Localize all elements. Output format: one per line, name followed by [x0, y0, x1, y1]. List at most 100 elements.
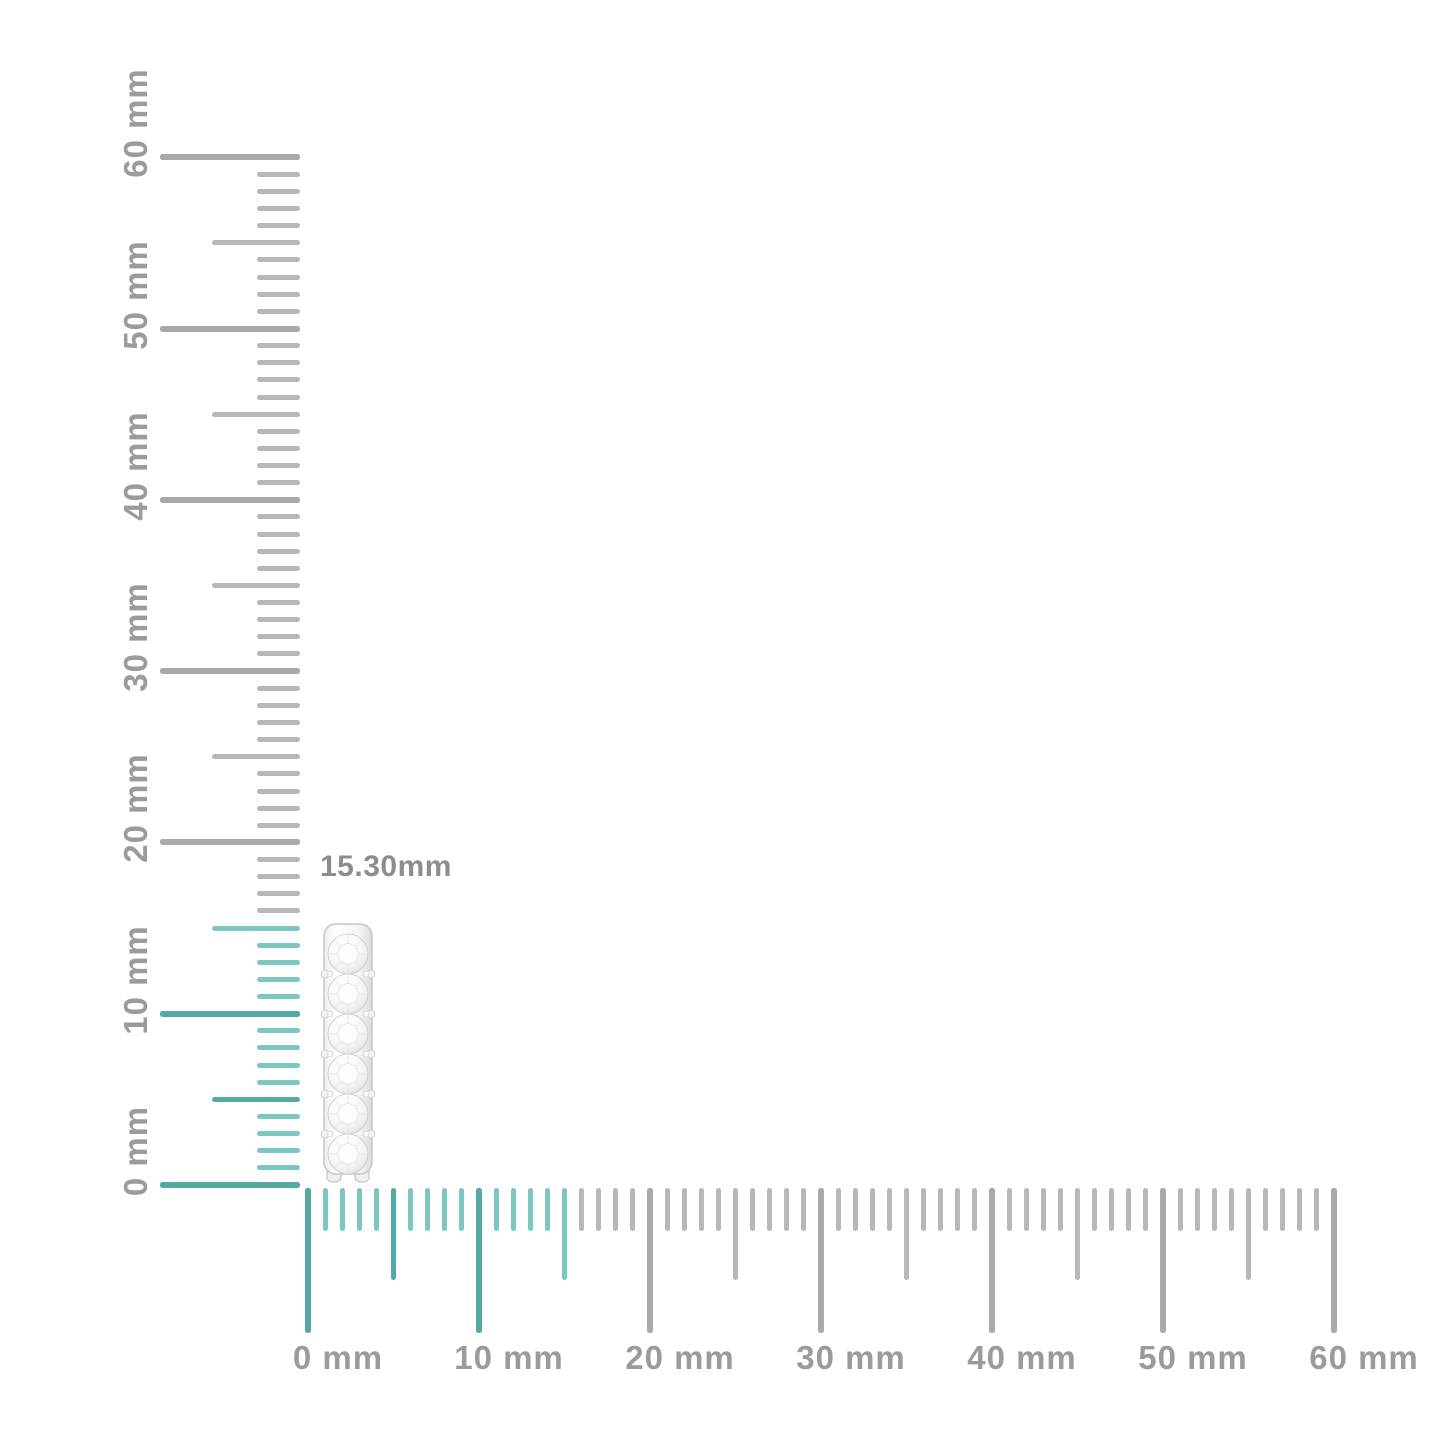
v-ruler-tick-60mm — [160, 154, 300, 161]
h-ruler-tick-55mm — [1246, 1188, 1251, 1280]
h-ruler-tick-60mm — [1331, 1188, 1337, 1333]
v-ruler-tick-9mm — [257, 1028, 300, 1034]
v-ruler-tick-51mm — [257, 308, 300, 314]
h-ruler-tick-57mm — [1280, 1188, 1286, 1231]
h-ruler-tick-36mm — [921, 1188, 927, 1231]
v-ruler-tick-0mm — [160, 1182, 300, 1188]
h-ruler-tick-12mm — [510, 1188, 516, 1231]
h-ruler-tick-54mm — [1228, 1188, 1234, 1231]
v-ruler-tick-57mm — [257, 206, 300, 212]
h-ruler-tick-27mm — [767, 1188, 773, 1231]
h-ruler-tick-52mm — [1194, 1188, 1200, 1231]
v-ruler-tick-19mm — [257, 857, 300, 863]
h-ruler-tick-18mm — [613, 1188, 619, 1231]
h-ruler-tick-51mm — [1177, 1188, 1183, 1231]
h-ruler-tick-58mm — [1297, 1188, 1303, 1231]
v-ruler-tick-30mm — [160, 668, 300, 675]
h-ruler-tick-24mm — [715, 1188, 721, 1231]
v-ruler-tick-25mm — [212, 754, 300, 760]
h-ruler-tick-35mm — [904, 1188, 909, 1280]
h-ruler-tick-43mm — [1040, 1188, 1046, 1231]
h-ruler-tick-48mm — [1126, 1188, 1132, 1231]
h-ruler-tick-17mm — [596, 1188, 602, 1231]
h-ruler-tick-22mm — [681, 1188, 687, 1231]
v-ruler-tick-41mm — [257, 480, 300, 486]
h-ruler-tick-38mm — [955, 1188, 961, 1231]
v-ruler-tick-17mm — [257, 891, 300, 897]
h-ruler-tick-4mm — [373, 1188, 379, 1231]
v-ruler-label-30mm: 30 mm — [117, 582, 154, 692]
h-ruler-tick-5mm — [391, 1188, 396, 1280]
h-ruler-tick-28mm — [784, 1188, 790, 1231]
v-ruler-tick-36mm — [257, 565, 300, 571]
h-ruler-label-30mm: 30 mm — [796, 1339, 906, 1376]
h-ruler-tick-41mm — [1006, 1188, 1012, 1231]
v-ruler-tick-14mm — [257, 942, 300, 948]
v-ruler-tick-26mm — [257, 737, 300, 743]
h-ruler-tick-59mm — [1314, 1188, 1320, 1231]
h-ruler-tick-53mm — [1211, 1188, 1217, 1231]
v-ruler-tick-4mm — [257, 1113, 300, 1119]
h-ruler-label-50mm: 50 mm — [1138, 1339, 1248, 1376]
v-ruler-tick-40mm — [160, 496, 300, 503]
h-ruler-tick-16mm — [579, 1188, 585, 1231]
h-ruler-tick-39mm — [972, 1188, 978, 1231]
v-ruler-tick-20mm — [160, 839, 300, 846]
v-ruler-tick-8mm — [257, 1045, 300, 1051]
v-ruler-tick-10mm — [160, 1010, 300, 1017]
v-ruler-tick-11mm — [257, 994, 300, 1000]
h-ruler-label-10mm: 10 mm — [454, 1339, 564, 1376]
v-ruler-tick-52mm — [257, 291, 300, 297]
h-ruler-tick-23mm — [698, 1188, 704, 1231]
v-ruler-tick-46mm — [257, 394, 300, 400]
v-ruler-tick-21mm — [257, 822, 300, 828]
v-ruler-tick-31mm — [257, 651, 300, 657]
h-ruler-label-60mm: 60 mm — [1309, 1339, 1419, 1376]
v-ruler-tick-48mm — [257, 360, 300, 366]
h-ruler-tick-31mm — [835, 1188, 841, 1231]
v-ruler-tick-33mm — [257, 617, 300, 623]
v-ruler-tick-32mm — [257, 634, 300, 640]
h-ruler-tick-29mm — [801, 1188, 807, 1231]
h-ruler-tick-50mm — [1160, 1188, 1166, 1333]
h-ruler-label-40mm: 40 mm — [967, 1339, 1077, 1376]
h-ruler-tick-13mm — [527, 1188, 533, 1231]
v-ruler-tick-35mm — [212, 582, 300, 588]
v-ruler-label-10mm: 10 mm — [117, 924, 154, 1035]
v-ruler-tick-38mm — [257, 531, 300, 537]
v-ruler-tick-27mm — [257, 719, 300, 725]
h-ruler-tick-15mm — [562, 1188, 567, 1280]
v-ruler-tick-2mm — [257, 1148, 300, 1154]
earring-photo — [318, 921, 378, 1185]
v-ruler-label-20mm: 20 mm — [117, 753, 154, 864]
v-ruler-tick-43mm — [257, 445, 300, 451]
h-ruler-tick-32mm — [852, 1188, 858, 1231]
v-ruler-tick-42mm — [257, 463, 300, 469]
h-ruler-tick-30mm — [818, 1188, 824, 1333]
v-ruler-tick-58mm — [257, 188, 300, 194]
h-ruler-tick-49mm — [1143, 1188, 1149, 1231]
v-ruler-tick-47mm — [257, 377, 300, 383]
v-ruler-tick-23mm — [257, 788, 300, 794]
v-ruler-tick-45mm — [212, 411, 300, 417]
h-ruler-tick-0mm — [305, 1188, 311, 1333]
v-ruler-tick-39mm — [257, 514, 300, 520]
v-ruler-tick-44mm — [257, 428, 300, 434]
v-ruler-label-50mm: 50 mm — [117, 239, 154, 350]
v-ruler-tick-34mm — [257, 600, 300, 606]
v-ruler-tick-12mm — [257, 976, 300, 982]
v-ruler-tick-3mm — [257, 1131, 300, 1137]
h-ruler-tick-11mm — [493, 1188, 499, 1231]
h-ruler-tick-21mm — [664, 1188, 670, 1231]
h-ruler-tick-6mm — [408, 1188, 414, 1231]
v-ruler-tick-24mm — [257, 771, 300, 777]
h-ruler-tick-1mm — [322, 1188, 328, 1231]
h-ruler-tick-34mm — [886, 1188, 892, 1231]
v-ruler-label-0mm: 0 mm — [117, 1105, 154, 1197]
h-ruler-tick-10mm — [476, 1188, 482, 1333]
v-ruler-tick-1mm — [257, 1165, 300, 1171]
h-ruler-tick-47mm — [1109, 1188, 1115, 1231]
h-ruler-label-20mm: 20 mm — [625, 1339, 735, 1376]
v-ruler-tick-5mm — [212, 1096, 300, 1102]
h-ruler-label-0mm: 0 mm — [292, 1339, 384, 1376]
